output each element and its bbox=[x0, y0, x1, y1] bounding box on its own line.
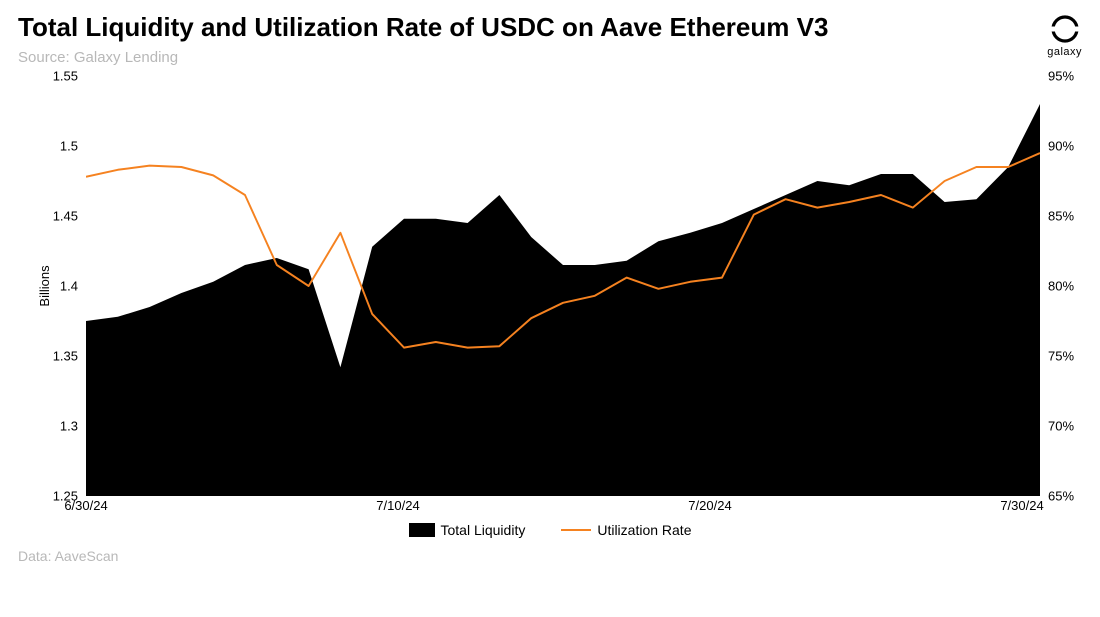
y-left-tick: 1.45 bbox=[40, 208, 78, 223]
legend-swatch-area bbox=[409, 523, 435, 537]
y-left-tick: 1.4 bbox=[40, 278, 78, 293]
x-tick: 6/30/24 bbox=[64, 498, 107, 513]
y-left-axis: 1.251.31.351.41.451.51.55 bbox=[44, 76, 82, 496]
x-tick: 7/30/24 bbox=[1000, 498, 1043, 513]
x-tick: 7/10/24 bbox=[376, 498, 419, 513]
x-axis: 6/30/247/10/247/20/247/30/24 bbox=[86, 496, 1022, 516]
y-left-tick: 1.3 bbox=[40, 418, 78, 433]
chart-title: Total Liquidity and Utilization Rate of … bbox=[18, 12, 828, 43]
y-left-tick: 1.5 bbox=[40, 138, 78, 153]
x-tick: 7/20/24 bbox=[688, 498, 731, 513]
galaxy-logo-text: galaxy bbox=[1047, 46, 1082, 58]
y-right-tick: 90% bbox=[1048, 138, 1086, 153]
legend: Total Liquidity Utilization Rate bbox=[18, 522, 1082, 538]
legend-label-area: Total Liquidity bbox=[441, 522, 526, 538]
y-left-tick: 1.35 bbox=[40, 348, 78, 363]
y-right-axis: 65%70%75%80%85%90%95% bbox=[1044, 76, 1082, 496]
plot-area: Billions 1.251.31.351.41.451.51.55 65%70… bbox=[30, 76, 1082, 496]
legend-item-area: Total Liquidity bbox=[409, 522, 526, 538]
chart-footer: Data: AaveScan bbox=[18, 548, 1082, 564]
y-right-tick: 85% bbox=[1048, 208, 1086, 223]
galaxy-logo-icon bbox=[1050, 14, 1080, 44]
y-right-tick: 80% bbox=[1048, 278, 1086, 293]
y-right-tick: 75% bbox=[1048, 348, 1086, 363]
y-right-tick: 70% bbox=[1048, 418, 1086, 433]
area-total-liquidity bbox=[86, 104, 1040, 496]
chart-source: Source: Galaxy Lending bbox=[18, 49, 828, 66]
legend-item-line: Utilization Rate bbox=[561, 522, 691, 538]
y-left-tick: 1.55 bbox=[40, 68, 78, 83]
chart-canvas bbox=[86, 76, 1040, 496]
galaxy-logo: galaxy bbox=[1047, 14, 1082, 58]
y-right-tick: 95% bbox=[1048, 68, 1086, 83]
y-right-tick: 65% bbox=[1048, 488, 1086, 503]
legend-label-line: Utilization Rate bbox=[597, 522, 691, 538]
legend-swatch-line bbox=[561, 529, 591, 531]
